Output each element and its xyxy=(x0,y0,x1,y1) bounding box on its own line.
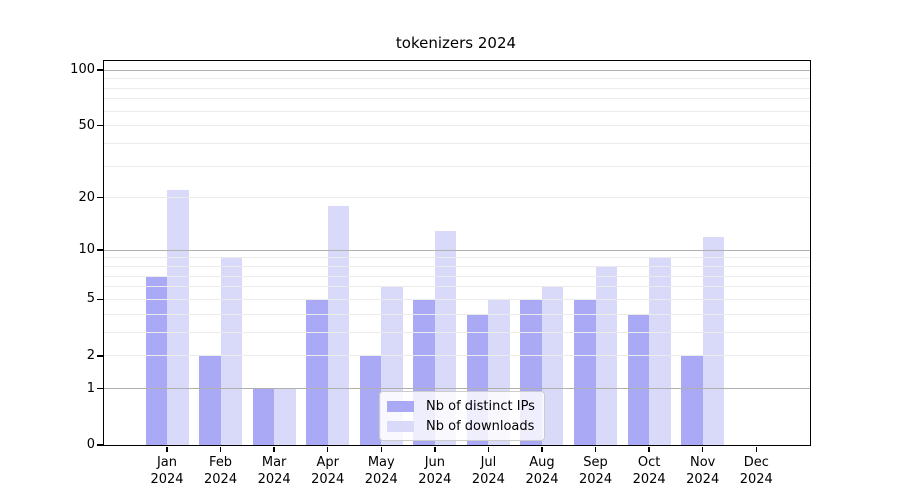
bar xyxy=(681,355,703,445)
y-tick-label: 50 xyxy=(78,117,95,133)
x-tick-label: Nov 2024 xyxy=(686,455,720,487)
y-tick-mark xyxy=(97,196,103,199)
x-tick-mark xyxy=(434,447,436,452)
x-tick-mark xyxy=(701,447,704,452)
x-tick-mark xyxy=(594,447,597,452)
gridline-minor xyxy=(104,257,810,259)
plot-area: 0 1 2 5 10 20 50 100 Jan 2024 Feb 2024 Mar 2024 Apr 20… xyxy=(70,60,811,487)
y-tick-mark xyxy=(97,355,103,357)
bar xyxy=(359,355,382,445)
x-tick-mark xyxy=(273,447,275,452)
gridline-minor xyxy=(104,298,810,300)
x-tick-label: Jul 2024 xyxy=(471,455,505,487)
y-tick-label: 10 xyxy=(78,242,95,258)
x-tick-label: Aug 2024 xyxy=(525,455,559,487)
y-tick-mark xyxy=(97,69,103,71)
gridline-minor xyxy=(104,125,810,127)
gridline-minor xyxy=(104,275,810,277)
gridline-minor xyxy=(104,313,810,315)
legend-swatch-distinct-ips-icon xyxy=(387,400,414,412)
legend-label-distinct-ips: Nb of distinct IPs xyxy=(426,398,535,414)
x-tick-mark xyxy=(166,447,168,452)
bar xyxy=(167,190,189,445)
gridline-minor xyxy=(104,286,810,288)
x-tick-mark xyxy=(326,447,329,452)
x-tick-label: Sep 2024 xyxy=(579,455,613,487)
x-tick-label: Apr 2024 xyxy=(311,455,345,487)
x-tick-label: Dec 2024 xyxy=(739,455,773,487)
legend-item-downloads: Nb of downloads xyxy=(380,416,544,436)
gridline-minor xyxy=(104,266,810,268)
y-tick-mark xyxy=(97,444,103,446)
gridline-minor xyxy=(104,110,810,112)
x-tick-label: Jun 2024 xyxy=(418,455,452,487)
chart-title: tokenizers 2024 xyxy=(395,34,517,52)
bar xyxy=(649,257,671,445)
bar xyxy=(574,299,596,445)
gridline-minor xyxy=(104,98,810,100)
bar xyxy=(274,388,296,445)
legend-label-downloads: Nb of downloads xyxy=(426,418,535,434)
gridline-minor xyxy=(104,78,810,80)
legend: Nb of distinct IPs Nb of downloads xyxy=(379,391,545,441)
gridline-minor xyxy=(104,165,810,167)
bar xyxy=(541,286,564,445)
gridline-major xyxy=(104,249,810,251)
y-tick-mark xyxy=(97,124,103,127)
x-tick-mark xyxy=(755,447,758,452)
y-tick-label: 1 xyxy=(86,380,95,396)
x-tick-label: Jan 2024 xyxy=(150,455,184,487)
gridline-minor xyxy=(104,197,810,199)
gridline-minor xyxy=(104,142,810,144)
gridline-major xyxy=(104,69,810,71)
y-tick-label: 0 xyxy=(86,437,95,452)
x-tick-mark xyxy=(648,447,650,452)
y-tick-label: 20 xyxy=(78,189,95,205)
x-tick-label: Oct 2024 xyxy=(632,455,666,487)
y-tick-label: 2 xyxy=(86,347,95,363)
bar xyxy=(145,276,167,445)
y-tick-mark xyxy=(97,298,103,301)
bar xyxy=(199,355,221,445)
x-tick-label: Mar 2024 xyxy=(257,455,291,487)
bar xyxy=(220,257,243,445)
legend-swatch-downloads-icon xyxy=(387,420,414,432)
x-tick-mark xyxy=(541,447,543,452)
x-tick-mark xyxy=(380,447,383,452)
gridline-major xyxy=(104,388,810,390)
y-tick-mark xyxy=(97,249,103,251)
y-tick-mark xyxy=(97,387,103,390)
gridline-minor xyxy=(104,87,810,89)
x-tick-mark xyxy=(219,447,222,452)
bar xyxy=(306,299,328,445)
legend-item-distinct-ips: Nb of distinct IPs xyxy=(380,396,544,416)
bar xyxy=(252,388,275,445)
bar xyxy=(627,314,650,445)
gridline-minor xyxy=(104,355,810,357)
y-tick-label: 5 xyxy=(86,291,95,307)
gridline-minor xyxy=(104,331,810,333)
x-tick-label: May 2024 xyxy=(364,455,398,487)
bar xyxy=(702,236,725,445)
x-tick-label: Feb 2024 xyxy=(204,455,238,487)
x-tick-mark xyxy=(487,447,490,452)
y-tick-label: 100 xyxy=(70,62,95,78)
bar xyxy=(327,205,350,445)
